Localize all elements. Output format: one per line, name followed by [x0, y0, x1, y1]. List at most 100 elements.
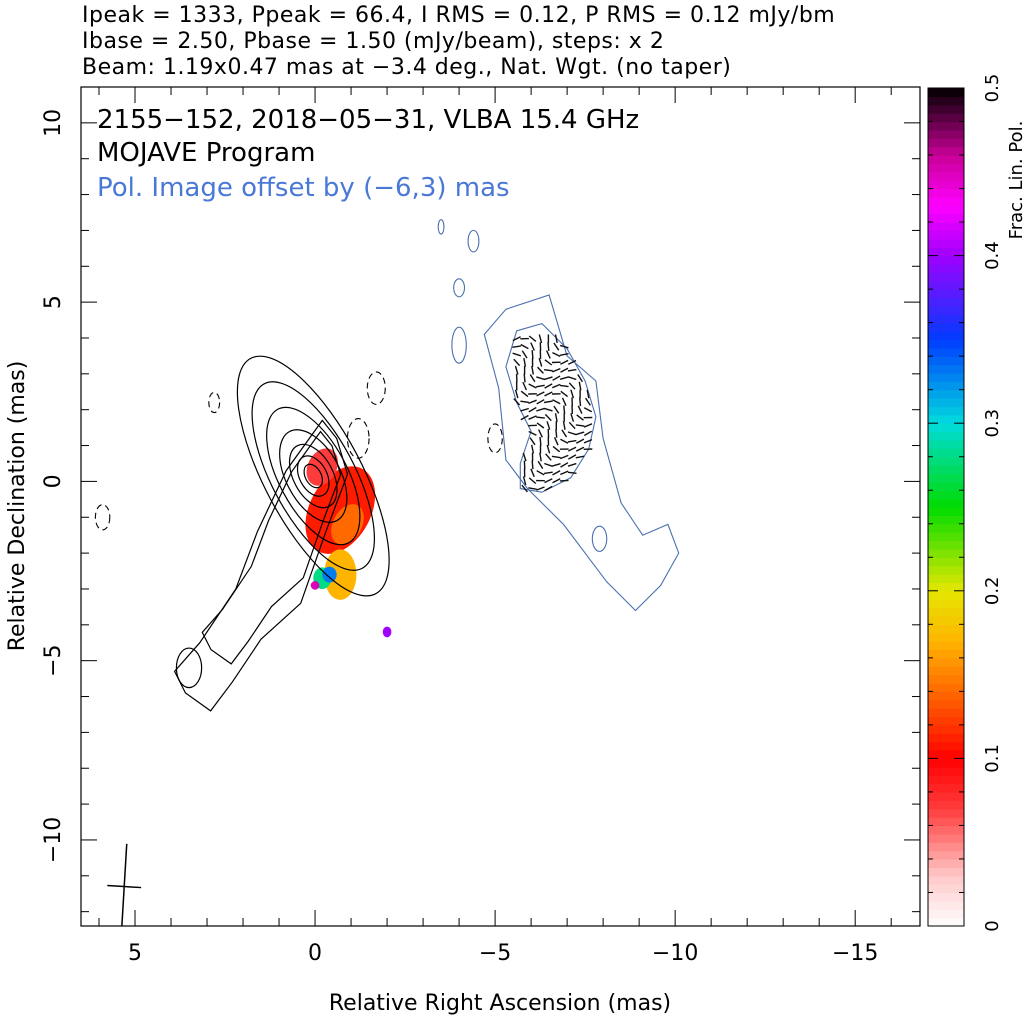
colorbar-swatch: [928, 557, 964, 567]
colorbar-swatch: [928, 884, 964, 894]
evpa-vector-73: [546, 421, 551, 430]
negative-contour-4: [208, 391, 221, 414]
colorbar-swatch: [928, 791, 964, 801]
evpa-vector-153: [583, 407, 593, 413]
pol-contour-island-0: [467, 229, 480, 253]
annotation-source: 2155−152, 2018−05−31, VLBA 15.4 GHz: [97, 105, 639, 135]
colorbar-swatch: [928, 180, 964, 190]
y-tick-label: −10: [41, 817, 66, 863]
stokes-i-contours: [94, 355, 503, 712]
evpa-vector-35: [528, 406, 537, 413]
evpa-vector-23: [520, 343, 529, 350]
colorbar-swatch: [928, 347, 964, 357]
colorbar-swatch: [928, 808, 964, 818]
colorbar-swatch: [928, 490, 964, 500]
jet-knot-contour: [175, 647, 203, 689]
evpa-vector-66: [544, 478, 553, 484]
x-axis-label: Relative Right Ascension (mas): [329, 991, 671, 1016]
evpa-vector-9: [521, 484, 528, 493]
colorbar-swatch: [928, 532, 964, 542]
colorbar-swatch: [928, 783, 964, 793]
evpa-vector-85: [552, 478, 561, 484]
evpa-vector-34: [528, 415, 537, 420]
colorbar-swatch: [928, 171, 964, 181]
annotation-offset: Pol. Image offset by (−6,3) mas: [97, 173, 510, 203]
evpa-vector-47: [536, 470, 545, 476]
header-line-1: Ipeak = 1333, Ppeak = 66.4, I RMS = 0.12…: [82, 3, 836, 28]
i-contour-5: [251, 381, 376, 571]
evpa-vector-126: [567, 439, 577, 443]
negative-contour-1: [346, 418, 370, 459]
evpa-vector-65: [544, 485, 553, 492]
pol-contour-inner: [505, 322, 597, 493]
x-tick-label: −10: [652, 941, 698, 966]
pol-contour-island-1: [453, 278, 466, 298]
colorbar-swatch: [928, 263, 964, 273]
evpa-vector-151: [583, 423, 593, 428]
evpa-vector-142: [576, 414, 584, 421]
colorbar-tick-label: 0.4: [982, 241, 1003, 270]
evpa-vector-105: [560, 470, 569, 476]
evpa-vector-116: [559, 384, 569, 388]
evpa-vector-149: [583, 438, 593, 444]
evpa-vector-104: [559, 479, 569, 482]
frac-pol-region-7: [310, 581, 320, 590]
evpa-vector-144: [579, 397, 582, 407]
evpa-vector-16: [520, 400, 529, 404]
colorbar-swatch: [928, 163, 964, 173]
colorbar-swatch: [928, 641, 964, 651]
colorbar-swatch: [928, 615, 964, 625]
i-contour-1: [296, 455, 330, 497]
evpa-vector-42: [531, 350, 534, 359]
evpa-vector-136: [567, 359, 577, 365]
evpa-vector-106: [560, 462, 569, 468]
evpa-vector-21: [523, 357, 527, 367]
colorbar-swatch: [928, 892, 964, 902]
evpa-vector-77: [544, 391, 553, 397]
colorbar-swatch: [928, 875, 964, 885]
x-tick-label: −5: [479, 941, 511, 966]
colorbar-swatch: [928, 339, 964, 349]
y-tick-label: 10: [41, 109, 66, 137]
evpa-vector-67: [544, 471, 553, 475]
colorbar-swatch: [928, 716, 964, 726]
evpa-vector-45: [536, 486, 545, 491]
colorbar-swatch: [928, 657, 964, 667]
colorbar-tick-label: 0.3: [982, 409, 1003, 438]
colorbar-swatch: [928, 255, 964, 265]
evpa-vector-141: [575, 424, 585, 427]
y-tick-label: −5: [41, 644, 66, 676]
evpa-vector-147: [577, 374, 583, 383]
pol-contour-outer: [483, 294, 680, 612]
colorbar-swatch: [928, 381, 964, 391]
x-tick-label: −15: [832, 941, 878, 966]
colorbar-swatch: [928, 800, 964, 810]
evpa-vector-120: [559, 353, 569, 356]
i-contour-0: [303, 463, 324, 489]
evpa-vector-109: [560, 438, 569, 444]
evpa-vector-19: [523, 373, 526, 383]
evpa-vector-94: [553, 405, 560, 414]
evpa-vector-17: [520, 390, 529, 398]
colorbar-swatch: [928, 439, 964, 449]
evpa-vector-86: [552, 470, 561, 476]
colorbar-swatch: [928, 833, 964, 843]
evpa-vector-22: [521, 350, 528, 359]
i-contour-6: [236, 355, 390, 597]
colorbar-swatch: [928, 389, 964, 399]
evpa-vector-78: [544, 383, 553, 389]
evpa-vector-49: [539, 452, 542, 462]
negative-contour-0: [366, 371, 386, 405]
colorbar-swatch: [928, 624, 964, 634]
evpa-vector-133: [568, 382, 576, 390]
evpa-vector-115: [560, 390, 569, 398]
colorbar-frame: [927, 87, 965, 927]
evpa-vector-127: [567, 431, 577, 436]
y-axis-label: Relative Declination (mas): [5, 361, 30, 652]
evpa-vector-129: [570, 413, 575, 422]
frac-pol-region-5: [322, 566, 337, 583]
colorbar-swatch: [928, 322, 964, 332]
evpa-vector-18: [522, 381, 528, 391]
